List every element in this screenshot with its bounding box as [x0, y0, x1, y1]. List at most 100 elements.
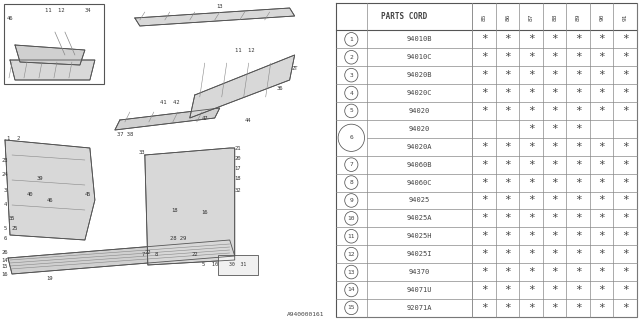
Text: *: *	[622, 267, 628, 277]
Text: 14: 14	[348, 287, 355, 292]
Text: 94025: 94025	[409, 197, 430, 204]
Text: *: *	[622, 160, 628, 170]
Text: 5: 5	[349, 108, 353, 114]
Text: 5  10: 5 10	[202, 261, 218, 267]
Text: *: *	[528, 303, 534, 313]
Text: 89: 89	[575, 13, 580, 20]
Text: 37 38: 37 38	[116, 132, 133, 138]
Polygon shape	[8, 240, 235, 274]
Text: 33: 33	[139, 149, 145, 155]
Text: *: *	[528, 160, 534, 170]
Text: 5: 5	[3, 226, 6, 230]
Text: *: *	[575, 52, 582, 62]
Text: *: *	[528, 124, 534, 134]
Text: *: *	[528, 213, 534, 223]
Text: *: *	[598, 34, 605, 44]
Text: 94071U: 94071U	[407, 287, 433, 293]
Text: *: *	[551, 106, 558, 116]
Text: *: *	[504, 303, 511, 313]
Text: 94025H: 94025H	[407, 233, 433, 239]
Text: 2T: 2T	[291, 66, 298, 70]
Text: *: *	[528, 178, 534, 188]
Text: 15: 15	[2, 265, 8, 269]
Text: *: *	[528, 231, 534, 241]
Polygon shape	[10, 60, 95, 80]
Text: *: *	[528, 285, 534, 295]
Text: *: *	[575, 303, 582, 313]
Text: 4: 4	[349, 91, 353, 96]
Text: 45: 45	[84, 193, 91, 197]
Text: 23: 23	[2, 157, 8, 163]
Polygon shape	[145, 148, 235, 265]
Text: *: *	[481, 267, 488, 277]
Text: 94020C: 94020C	[407, 90, 433, 96]
Text: 94020: 94020	[409, 108, 430, 114]
Text: *: *	[598, 70, 605, 80]
Text: 94370: 94370	[409, 269, 430, 275]
Text: *: *	[481, 213, 488, 223]
Text: *: *	[504, 160, 511, 170]
Text: *: *	[575, 213, 582, 223]
Text: *: *	[622, 34, 628, 44]
Text: *: *	[481, 231, 488, 241]
Text: *: *	[504, 267, 511, 277]
Text: 2: 2	[349, 55, 353, 60]
Text: *: *	[551, 160, 558, 170]
Text: 94010B: 94010B	[407, 36, 433, 42]
Text: *: *	[622, 178, 628, 188]
Text: 94010C: 94010C	[407, 54, 433, 60]
Text: *: *	[598, 285, 605, 295]
Text: 41  42: 41 42	[160, 100, 180, 106]
Text: *: *	[504, 34, 511, 44]
Text: 90: 90	[599, 13, 604, 20]
Text: 94060C: 94060C	[407, 180, 433, 186]
Text: *: *	[551, 142, 558, 152]
Text: 16: 16	[202, 211, 208, 215]
Text: *: *	[622, 231, 628, 241]
Polygon shape	[135, 8, 294, 26]
Text: 47: 47	[202, 116, 208, 121]
Text: *: *	[551, 213, 558, 223]
Text: *: *	[575, 267, 582, 277]
Text: *: *	[575, 249, 582, 259]
Text: *: *	[551, 303, 558, 313]
Text: 11  12: 11 12	[235, 47, 255, 52]
Text: 46: 46	[7, 15, 13, 20]
Text: 94025A: 94025A	[407, 215, 433, 221]
Polygon shape	[15, 45, 85, 65]
Text: 94025I: 94025I	[407, 251, 433, 257]
Text: *: *	[481, 285, 488, 295]
Text: *: *	[528, 267, 534, 277]
Text: *: *	[528, 34, 534, 44]
Text: *: *	[504, 213, 511, 223]
Text: 46: 46	[47, 197, 53, 203]
Text: *: *	[504, 106, 511, 116]
Text: *: *	[504, 70, 511, 80]
Text: *: *	[551, 285, 558, 295]
Text: 25: 25	[12, 226, 18, 230]
Text: *: *	[504, 178, 511, 188]
Text: *: *	[598, 52, 605, 62]
Text: 28 29: 28 29	[170, 236, 186, 241]
Text: A940000161: A940000161	[287, 312, 324, 317]
Text: *: *	[551, 196, 558, 205]
Text: *: *	[481, 196, 488, 205]
Text: *: *	[598, 88, 605, 98]
Text: *: *	[598, 267, 605, 277]
Text: *: *	[575, 106, 582, 116]
Text: *: *	[575, 196, 582, 205]
Text: 7: 7	[349, 162, 353, 167]
Text: *: *	[598, 142, 605, 152]
Text: *: *	[481, 249, 488, 259]
Text: *: *	[528, 52, 534, 62]
Text: 11: 11	[348, 234, 355, 239]
Text: *: *	[481, 106, 488, 116]
Text: *: *	[504, 249, 511, 259]
Polygon shape	[115, 108, 220, 130]
Text: *: *	[481, 142, 488, 152]
Text: PARTS CORD: PARTS CORD	[381, 12, 428, 21]
Text: *: *	[598, 249, 605, 259]
Text: *: *	[622, 106, 628, 116]
Text: *: *	[598, 196, 605, 205]
Text: 15: 15	[348, 305, 355, 310]
